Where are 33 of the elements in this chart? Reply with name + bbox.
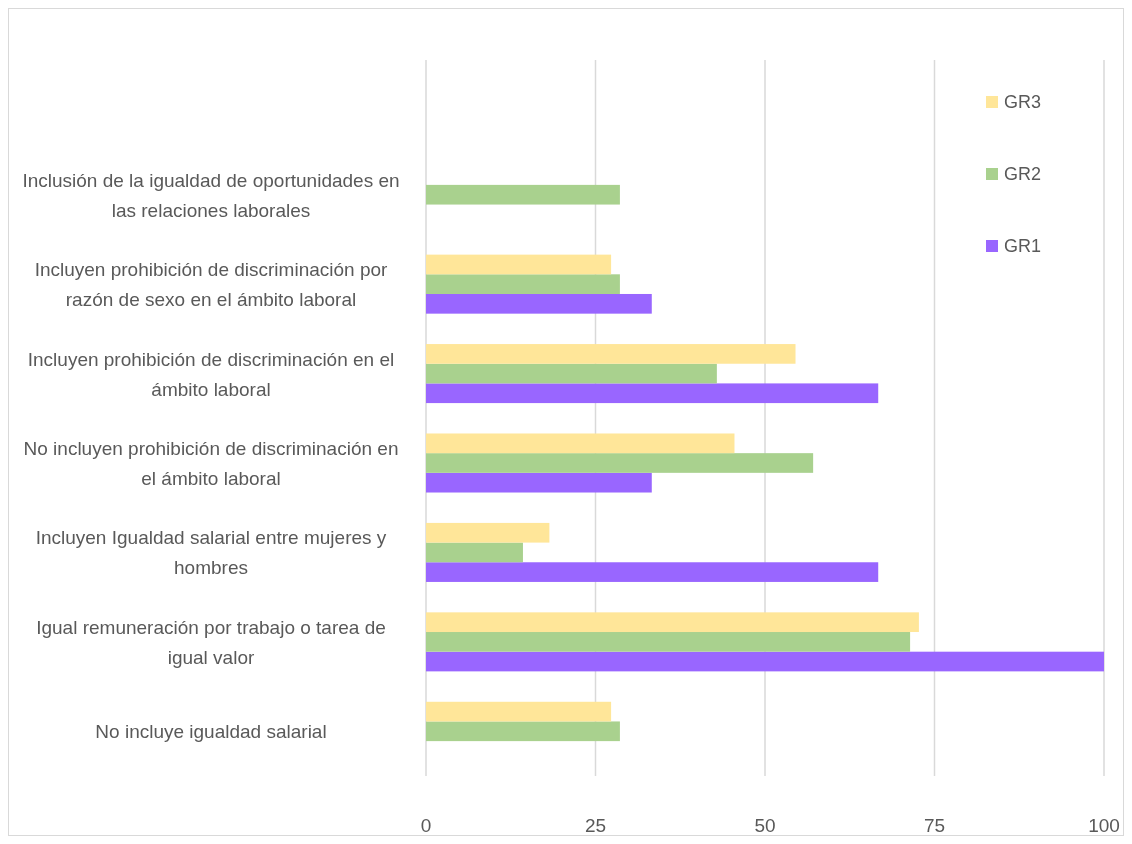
x-tick-label: 25	[584, 815, 607, 836]
bar	[426, 651, 1104, 672]
x-tick-label: 75	[923, 815, 946, 836]
bar	[426, 472, 652, 493]
x-tick-label: 50	[754, 815, 776, 836]
legend-label: GR1	[1004, 236, 1042, 256]
legend-label: GR2	[1004, 164, 1042, 184]
y-tick-label: Incluyen prohibición de discriminación por razón de sexo en el ámbito laboral	[34, 259, 389, 311]
bar	[426, 701, 612, 722]
y-tick-label: No incluyen prohibición de discriminación en el ámbito laboral	[23, 438, 399, 489]
y-tick-label: Incluyen Igualdad salarial entre mujeres y hombres	[35, 527, 387, 579]
x-tick-label: 100	[1088, 815, 1120, 836]
y-tick-label: Incluyen prohibición de discriminación en el ámbito laboral	[27, 348, 395, 400]
bar	[426, 274, 620, 294]
bar	[426, 522, 550, 543]
y-tick-label: No incluye igualdad salarial	[95, 721, 327, 743]
bar	[426, 453, 814, 473]
bar	[426, 612, 919, 633]
bar	[426, 344, 796, 364]
x-tick-label: 0	[420, 815, 432, 836]
bar	[426, 632, 911, 652]
y-tick-label: Igual remuneración por trabajo o tarea de igual valor	[36, 616, 386, 668]
bar	[426, 363, 717, 384]
bar	[426, 721, 620, 742]
bar	[426, 293, 652, 314]
legend-label: GR3	[1004, 92, 1042, 112]
bar	[426, 383, 879, 404]
bar	[426, 433, 735, 454]
bar	[426, 562, 879, 582]
bar	[426, 184, 620, 205]
bar	[426, 542, 523, 563]
bar	[426, 254, 612, 275]
y-tick-label: Inclusión de la igualdad de oportunidades en las relaciones laborales	[22, 169, 400, 221]
